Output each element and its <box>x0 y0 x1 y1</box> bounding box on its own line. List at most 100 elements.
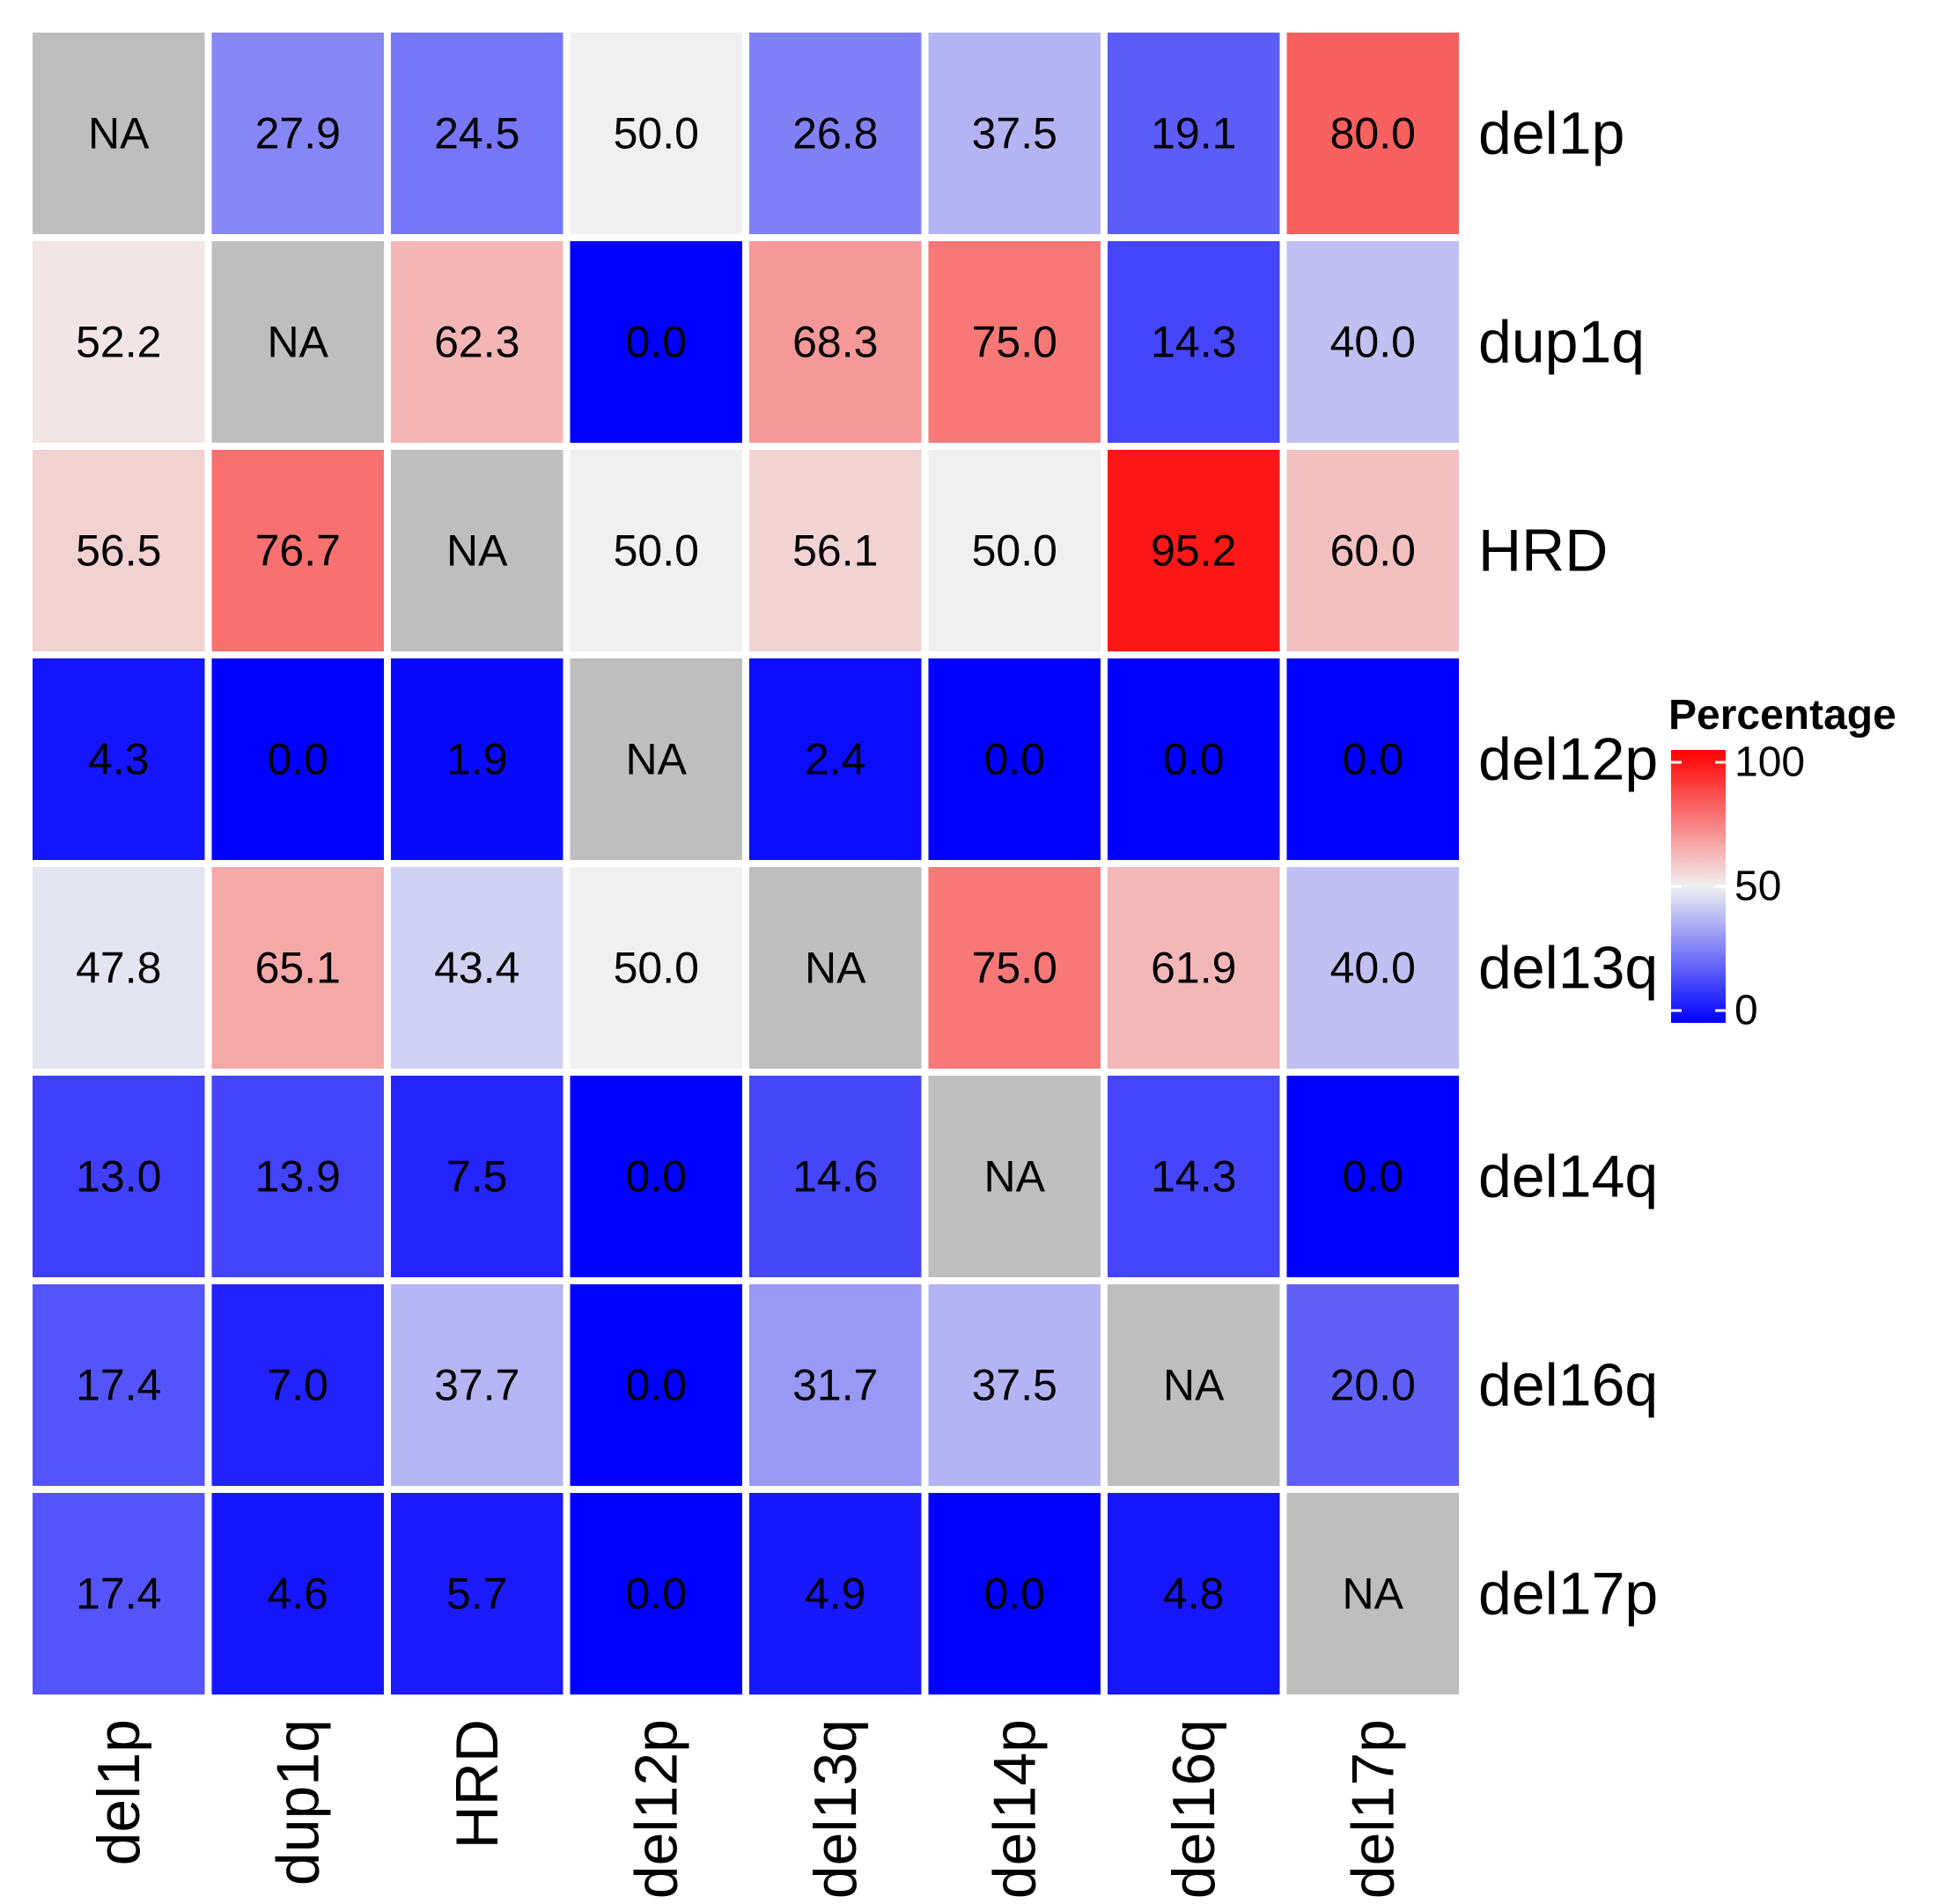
row-label-del13q: del13q <box>1478 935 1658 1002</box>
cell-value-label: 61.9 <box>1151 944 1236 993</box>
heatmap-cell-del1p-del16q <box>1108 33 1280 234</box>
row-label-del1p: del1p <box>1478 100 1624 167</box>
cell-value-label: 37.7 <box>434 1361 519 1410</box>
cell-value-label: 40.0 <box>1330 318 1416 367</box>
cell-value-label: 0.0 <box>625 1570 687 1619</box>
column-label-del12p: del12p <box>622 1719 689 1899</box>
legend-ticks: 100 50 0 <box>1671 739 1805 1034</box>
heatmap-cell-dup1q-del16q <box>1108 241 1280 443</box>
cell-value-label: NA <box>268 318 329 367</box>
cell-value-label: 19.1 <box>1151 109 1236 158</box>
row-label-del12p: del12p <box>1478 726 1658 793</box>
heatmap-cell-HRD-del1p <box>33 450 205 651</box>
color-legend: Percentage 100 50 0 <box>1668 692 1896 1034</box>
heatmap-cells: NA 27.9 24.5 50.0 26.8 37.5 19.1 80.0 52.2 NA 62.3… <box>33 33 1459 1694</box>
cell-value-label: 27.9 <box>255 109 341 158</box>
heatmap-cell-del13q-del17p <box>1286 867 1459 1069</box>
cell-value-label: 0.0 <box>625 318 687 367</box>
cell-value-label: 4.9 <box>805 1570 866 1619</box>
heatmap-cell-HRD-del13q <box>749 450 922 651</box>
heatmap-cell-del13q-del12p <box>570 867 742 1069</box>
cell-value-label: 56.5 <box>76 526 161 576</box>
heatmap-cell-del12p-del17p <box>1286 658 1459 860</box>
cell-value-label: NA <box>446 526 508 576</box>
cell-value-label: 68.3 <box>792 318 878 367</box>
heatmap-cell-HRD-dup1q <box>211 450 384 651</box>
heatmap-cell-del13q-del14p <box>928 867 1101 1069</box>
heatmap-cell-del16q-dup1q <box>211 1284 384 1486</box>
cell-value-label: 1.9 <box>446 735 508 784</box>
cell-value-label: 47.8 <box>76 944 161 993</box>
column-label-del14p: del14p <box>981 1719 1048 1899</box>
heatmap-cell-del16q-del14p <box>928 1284 1101 1486</box>
cell-value-label: 14.3 <box>1151 318 1236 367</box>
heatmap-cell-del17p-del1p <box>33 1493 205 1694</box>
row-labels: del1p dup1q HRD del12p del13q del14q del16q del… <box>1478 100 1658 1628</box>
cell-value-label: 75.0 <box>972 944 1057 993</box>
cell-value-label: 31.7 <box>792 1361 878 1410</box>
heatmap-cell-del12p-HRD <box>391 658 563 860</box>
heatmap-cell-dup1q-del12p <box>570 241 742 443</box>
heatmap-cell-del17p-HRD <box>391 1493 563 1694</box>
cell-value-label: 0.0 <box>267 735 328 784</box>
heatmap-cell-del1p-dup1q <box>211 33 384 234</box>
heatmap-cell-del16q-del13q <box>749 1284 922 1486</box>
cell-value-label: 50.0 <box>614 944 699 993</box>
heatmap-cell-del16q-del1p <box>33 1284 205 1486</box>
cell-value-label: 17.4 <box>76 1570 161 1619</box>
heatmap-cell-dup1q-dup1q <box>211 241 384 443</box>
cell-value-label: 5.7 <box>446 1570 508 1619</box>
cell-value-label: 17.4 <box>76 1361 161 1410</box>
heatmap-cell-del1p-del13q <box>749 33 922 234</box>
cell-value-label: 0.0 <box>1342 735 1403 784</box>
heatmap-cell-del13q-del16q <box>1108 867 1280 1069</box>
heatmap-cell-dup1q-del14p <box>928 241 1101 443</box>
heatmap-cell-del1p-del1p <box>33 33 205 234</box>
heatmap-cell-del13q-del13q <box>749 867 922 1069</box>
heatmap-cell-del14q-del14p <box>928 1076 1101 1277</box>
column-label-HRD: HRD <box>444 1719 511 1849</box>
cell-value-label: 14.6 <box>792 1152 878 1202</box>
cell-value-label: 20.0 <box>1330 1361 1416 1410</box>
column-label-del1p: del1p <box>85 1719 152 1865</box>
cell-value-label: 76.7 <box>255 526 341 576</box>
cell-value-label: 14.3 <box>1151 1152 1236 1202</box>
heatmap-cell-del14q-dup1q <box>211 1076 384 1277</box>
cell-value-label: 26.8 <box>792 109 878 158</box>
heatmap-cell-del12p-del1p <box>33 658 205 860</box>
cell-value-label: 0.0 <box>1163 735 1225 784</box>
heatmap-cell-del14q-del16q <box>1108 1076 1280 1277</box>
cell-value-label: NA <box>626 735 688 784</box>
heatmap-cell-HRD-del14p <box>928 450 1101 651</box>
legend-tick-label: 0 <box>1734 988 1758 1034</box>
cell-value-label: 0.0 <box>625 1152 687 1202</box>
legend-title: Percentage <box>1668 692 1896 739</box>
heatmap-cell-del17p-del12p <box>570 1493 742 1694</box>
row-label-HRD: HRD <box>1478 518 1608 584</box>
heatmap-cell-del16q-HRD <box>391 1284 563 1486</box>
cell-value-label: 50.0 <box>614 526 699 576</box>
cell-value-label: 7.0 <box>267 1361 328 1410</box>
heatmap-cell-del12p-del13q <box>749 658 922 860</box>
heatmap-cell-del14q-del12p <box>570 1076 742 1277</box>
cell-value-label: 37.5 <box>972 109 1057 158</box>
heatmap-cell-del14q-HRD <box>391 1076 563 1277</box>
legend-tick-label: 100 <box>1734 739 1805 786</box>
heatmap-cell-del16q-del17p <box>1286 1284 1459 1486</box>
legend-tick-label: 50 <box>1734 864 1781 910</box>
column-label-dup1q: dup1q <box>264 1719 331 1886</box>
cell-value-label: 65.1 <box>255 944 341 993</box>
cell-value-label: 75.0 <box>972 318 1057 367</box>
row-label-dup1q: dup1q <box>1478 309 1645 376</box>
cell-value-label: 37.5 <box>972 1361 1057 1410</box>
cell-value-label: 2.4 <box>805 735 866 784</box>
heatmap-cell-HRD-del12p <box>570 450 742 651</box>
cell-value-label: 43.4 <box>434 944 519 993</box>
column-label-del16q: del16q <box>1160 1719 1227 1899</box>
cell-value-label: 0.0 <box>1342 1152 1403 1202</box>
heatmap-cell-HRD-HRD <box>391 450 563 651</box>
heatmap-cell-del14q-del1p <box>33 1076 205 1277</box>
heatmap-cell-del1p-HRD <box>391 33 563 234</box>
heatmap-cell-del1p-del12p <box>570 33 742 234</box>
